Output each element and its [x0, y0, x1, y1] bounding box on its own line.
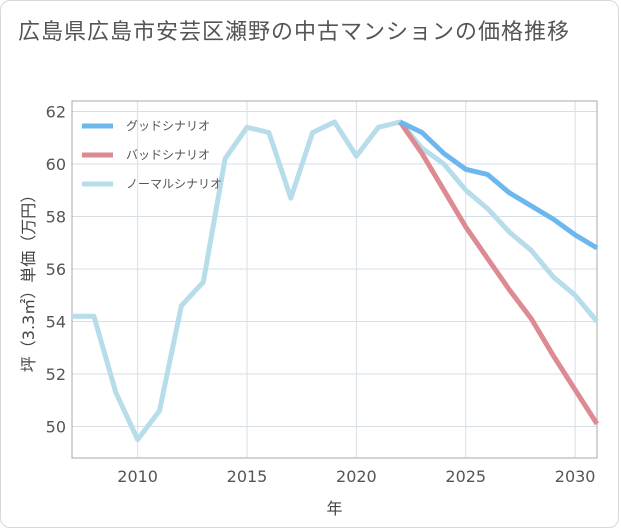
y-tick-label: 52 — [46, 365, 66, 384]
legend-label: ノーマルシナリオ — [126, 177, 222, 191]
x-tick-label: 2015 — [227, 467, 268, 486]
y-tick-label: 54 — [46, 313, 66, 332]
y-tick-label: 56 — [46, 260, 66, 279]
x-tick-label: 2030 — [555, 467, 596, 486]
series-line — [399, 119, 599, 251]
y-tick-label: 58 — [46, 208, 66, 227]
x-tick-label: 2025 — [445, 467, 486, 486]
legend-label: バッドシナリオ — [126, 148, 210, 162]
x-tick-label: 2010 — [117, 467, 158, 486]
series-line — [72, 119, 599, 443]
x-tick-label: 2020 — [336, 467, 377, 486]
y-axis-title: 坪（3.3㎡）単価（万円） — [19, 187, 38, 372]
series-line — [398, 120, 600, 426]
x-axis-title: 年 — [326, 499, 342, 518]
y-tick-label: 60 — [46, 155, 66, 174]
grid — [72, 101, 597, 458]
y-tick-label: 62 — [46, 103, 66, 122]
plot-area-border — [71, 100, 598, 459]
chart-title: 広島県広島市安芸区瀬野の中古マンションの価格推移 — [18, 20, 571, 45]
series-lines — [72, 119, 600, 443]
y-tick-label: 50 — [46, 418, 66, 437]
y-axis-ticks: 50 52 54 56 58 60 62 — [46, 103, 66, 437]
legend-label: グッドシナリオ — [126, 119, 210, 133]
x-axis-ticks: 2010 2015 2020 2025 2030 — [117, 467, 595, 486]
